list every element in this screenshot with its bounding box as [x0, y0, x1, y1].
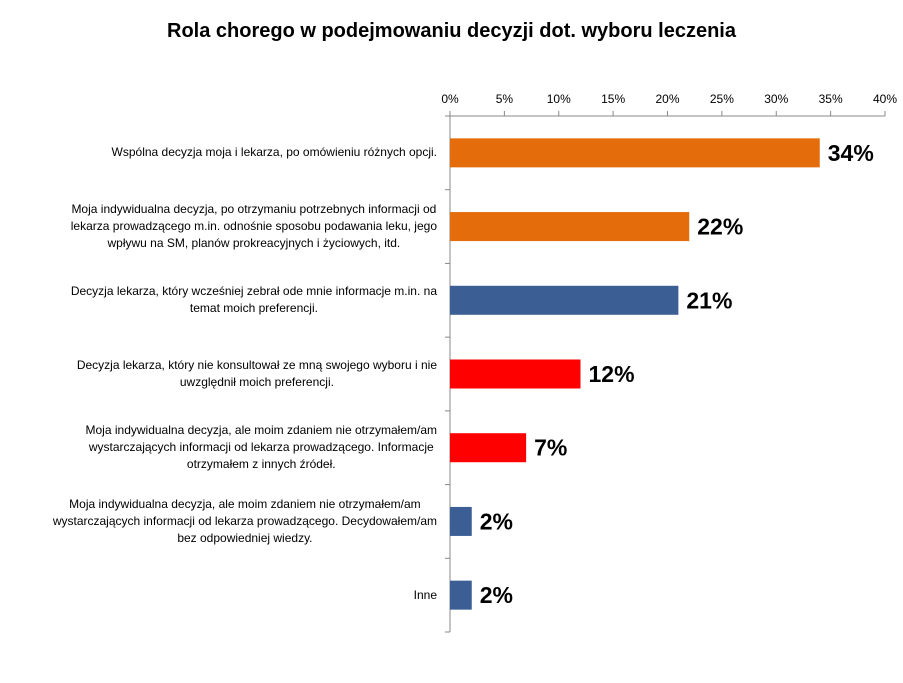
category-label: Moja indywidualna decyzja, po otrzymaniu… — [71, 201, 437, 252]
category-label-line: uwzględnił moich preferencji. — [179, 375, 334, 389]
bar — [450, 212, 690, 242]
data-label: 34% — [828, 140, 874, 166]
category-label-line: wystarczających informacji od lekarza pr… — [88, 440, 434, 455]
category-label: Inne — [414, 587, 437, 604]
category-label-line: lekarza prowadzącego m.in. odnośnie spos… — [70, 219, 437, 234]
category-label-line: Wspólna decyzja moja i lekarza, po omówi… — [111, 145, 437, 160]
category-label: Moja indywidualna decyzja, ale moim zdan… — [53, 496, 437, 547]
category-label-line: Decyzja lekarza, który wcześniej zebrał … — [70, 284, 437, 299]
bar — [450, 506, 472, 536]
category-label-line: Moja indywidualna decyzja, ale moim zdan… — [85, 423, 437, 438]
x-tick-label: 35% — [819, 92, 843, 106]
x-tick-label: 15% — [601, 92, 625, 106]
x-tick-label: 20% — [655, 92, 679, 106]
data-label: 7% — [534, 435, 567, 461]
category-label-line: wpływu na SM, planów prokreacyjnych i ży… — [107, 236, 401, 251]
category-label-line: otrzymałem z innych źródeł. — [186, 457, 336, 472]
category-label-line: bez odpowiedniej wiedzy. — [177, 530, 313, 545]
bar — [450, 580, 472, 610]
bar — [450, 433, 527, 463]
category-label-line: Inne — [413, 587, 437, 602]
data-label: 22% — [697, 214, 743, 240]
data-label: 2% — [480, 582, 513, 608]
bar — [450, 285, 679, 315]
category-label-line: Moja indywidualna decyzja, po otrzymaniu… — [71, 202, 437, 217]
data-label: 12% — [589, 361, 635, 387]
category-label: Decyzja lekarza, który wcześniej zebrał … — [71, 283, 437, 317]
x-tick-label: 5% — [496, 92, 514, 106]
category-label-line: Decyzja lekarza, który nie konsultował z… — [76, 358, 437, 372]
x-tick-label: 0% — [441, 92, 459, 106]
category-label-line: Moja indywidualna decyzja, ale moim zdan… — [69, 496, 421, 511]
x-tick-label: 40% — [873, 92, 897, 106]
category-label-line: wystarczających informacji od lekarza pr… — [52, 513, 437, 528]
category-label: Decyzja lekarza, który nie konsultował z… — [77, 357, 437, 391]
bar — [450, 138, 820, 168]
data-label: 21% — [686, 287, 732, 313]
x-tick-label: 25% — [710, 92, 734, 106]
chart-title: Rola chorego w podejmowaniu decyzji dot.… — [167, 20, 736, 42]
x-tick-label: 30% — [764, 92, 788, 106]
category-label: Wspólna decyzja moja i lekarza, po omówi… — [112, 144, 437, 161]
bar — [450, 359, 581, 389]
x-tick-label: 10% — [547, 92, 571, 106]
data-label: 2% — [480, 508, 513, 534]
category-label-line: temat moich preferencji. — [189, 301, 318, 316]
category-label: Moja indywidualna decyzja, ale moim zdan… — [86, 422, 437, 473]
